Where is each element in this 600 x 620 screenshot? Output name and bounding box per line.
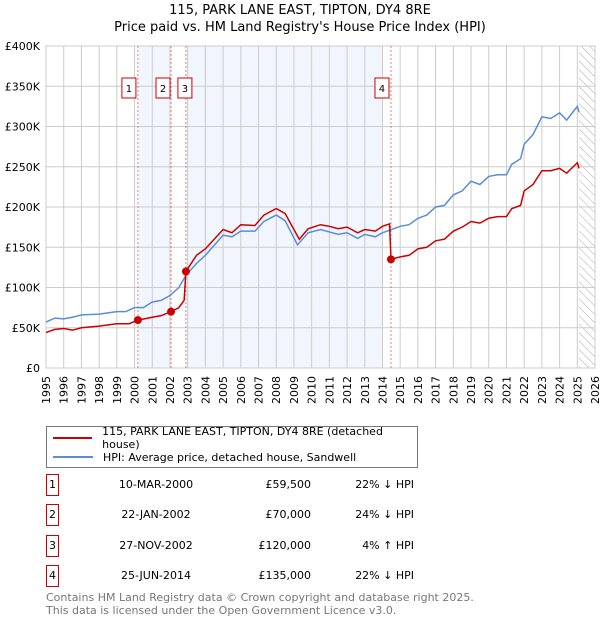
x-tick-label: 2022 [518,376,531,404]
x-tick-label: 2007 [253,376,266,404]
y-tick-label: £50K [12,322,41,335]
sale-point [167,307,176,316]
sale-marker-label: 2 [160,84,166,95]
y-tick-label: £200K [5,201,41,214]
x-tick-label: 2010 [306,376,319,404]
legend: 115, PARK LANE EAST, TIPTON, DY4 8RE (de… [46,425,418,468]
sale-date: 27-NOV-2002 [119,539,193,552]
x-tick-label: 2014 [376,376,389,404]
y-tick-label: £150K [5,241,41,254]
chart-title: 115, PARK LANE EAST, TIPTON, DY4 8RE [169,3,431,18]
x-tick-label: 2009 [288,376,301,404]
transaction-row: 4 25-JUN-2014 £135,000 22% ↓ HPI [46,565,466,587]
x-tick-label: 2017 [430,376,443,404]
sale-point [386,255,395,264]
hpi-diff: 22% ↓ HPI [355,478,414,491]
y-tick-label: £250K [5,161,41,174]
x-tick-label: 2003 [182,376,195,404]
sale-price: £70,000 [265,508,312,521]
sale-point [181,267,190,276]
sale-date: 22-JAN-2002 [121,508,191,521]
x-tick-label: 2026 [589,376,600,404]
hpi-diff: 4% ↑ HPI [362,539,414,552]
sale-marker-badge: 2 [46,504,59,526]
x-tick-label: 2020 [483,376,496,404]
x-tick-label: 2004 [199,376,212,404]
sale-date: 25-JUN-2014 [120,569,192,582]
sale-marker-badge: 1 [46,474,59,496]
hpi-line [45,104,580,323]
x-tick-label: 2025 [571,376,584,404]
x-tick-label: 2015 [394,376,407,404]
sale-marker-box [374,77,390,99]
legend-item-hpi: HPI: Average price, detached house, Sand… [53,448,356,466]
y-tick-label: £300K [5,121,41,134]
sale-marker-box [155,77,171,99]
transaction-row: 3 27-NOV-2002 £120,000 4% ↑ HPI [46,535,466,557]
legend-swatch-red [53,437,93,439]
y-tick-label: £350K [5,80,41,93]
footer-copyright: Contains HM Land Registry data © Crown c… [46,591,474,604]
x-tick-label: 2002 [164,376,177,404]
x-tick-label: 2006 [235,376,248,404]
x-tick-label: 2024 [554,376,567,404]
sale-price: £135,000 [258,569,312,582]
price-chart: 1995 1996 1997 1998 1999 2000 2001 2002 2003 2004… [5,40,600,404]
x-tick-label: 2013 [359,376,372,404]
sale-marker-label: 3 [182,84,188,95]
sale-date: 10-MAR-2000 [118,478,194,491]
x-tick-label: 2000 [129,376,142,404]
x-tick-label: 2023 [536,376,549,404]
y-tick-label: £0 [26,362,40,375]
x-tick-label: 1999 [111,376,124,404]
sale-marker-label: 1 [126,84,132,95]
footer-licence: This data is licensed under the Open Gov… [46,604,397,617]
property-price-line [45,161,580,334]
hpi-diff: 24% ↓ HPI [355,508,414,521]
x-tick-label: 1995 [40,376,53,404]
x-tick-label: 2021 [500,376,513,404]
x-tick-label: 2011 [323,376,336,404]
transaction-row: 2 22-JAN-2002 £70,000 24% ↓ HPI [46,504,466,526]
sale-price: £59,500 [265,478,312,491]
y-tick-label: £100K [5,282,41,295]
x-tick-label: 2016 [412,376,425,404]
x-tick-label: 2018 [447,376,460,404]
x-tick-label: 2008 [270,376,283,404]
sale-marker-badge: 4 [46,565,59,587]
sale-point [133,316,142,325]
x-tick-label: 2005 [217,376,230,404]
transaction-row: 1 10-MAR-2000 £59,500 22% ↓ HPI [46,474,466,496]
legend-swatch-blue [53,456,93,458]
chart-subtitle: Price paid vs. HM Land Registry's House … [114,20,486,35]
sale-marker-box [177,77,193,99]
legend-label: 115, PARK LANE EAST, TIPTON, DY4 8RE (de… [102,425,383,451]
x-tick-label: 2019 [465,376,478,404]
plot-frame [45,45,596,369]
sale-price: £120,000 [258,539,312,552]
legend-item-property: 115, PARK LANE EAST, TIPTON, DY4 8RE (de… [53,425,417,451]
y-tick-label: £400K [5,40,41,53]
x-tick-label: 2012 [341,376,354,404]
x-tick-label: 2001 [146,376,159,404]
sale-marker-box [121,77,137,99]
x-tick-label: 1997 [75,376,88,404]
x-tick-label: 1998 [93,376,106,404]
sale-marker-badge: 3 [46,535,59,557]
hpi-diff: 22% ↓ HPI [355,569,414,582]
legend-label: HPI: Average price, detached house, Sand… [103,450,357,464]
sale-marker-label: 4 [379,84,385,95]
x-tick-label: 1996 [58,376,71,404]
